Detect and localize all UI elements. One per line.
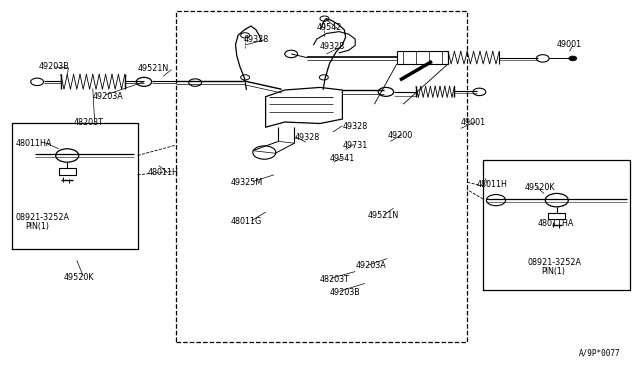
Text: 49203A: 49203A bbox=[93, 92, 124, 101]
Text: 49203A: 49203A bbox=[355, 262, 386, 270]
Text: 49200: 49200 bbox=[387, 131, 412, 140]
Text: 48011H: 48011H bbox=[147, 169, 178, 177]
Text: PIN(1): PIN(1) bbox=[541, 267, 564, 276]
Text: 48203T: 48203T bbox=[320, 275, 350, 283]
Text: 08921-3252A: 08921-3252A bbox=[16, 213, 70, 222]
Circle shape bbox=[189, 79, 202, 86]
Text: 49521N: 49521N bbox=[368, 211, 399, 220]
Text: 49328: 49328 bbox=[320, 42, 345, 51]
Text: 48011HA: 48011HA bbox=[538, 219, 574, 228]
Text: 49001: 49001 bbox=[557, 40, 582, 49]
Text: 49731: 49731 bbox=[342, 141, 367, 150]
Text: 49328: 49328 bbox=[294, 133, 319, 142]
Text: 49542: 49542 bbox=[317, 23, 342, 32]
Text: A/9P*0077: A/9P*0077 bbox=[579, 348, 621, 357]
Text: 49325M: 49325M bbox=[230, 178, 262, 187]
Text: 49203B: 49203B bbox=[38, 62, 69, 71]
Text: 48011G: 48011G bbox=[230, 217, 262, 226]
Text: 48011H: 48011H bbox=[477, 180, 508, 189]
Text: 49203B: 49203B bbox=[330, 288, 360, 296]
Text: 49328: 49328 bbox=[342, 122, 367, 131]
Text: 49521N: 49521N bbox=[138, 64, 169, 73]
Text: 49328: 49328 bbox=[243, 35, 268, 44]
Circle shape bbox=[569, 56, 577, 61]
Text: 49541: 49541 bbox=[330, 154, 355, 163]
Text: 49001: 49001 bbox=[461, 118, 486, 127]
Text: 48203T: 48203T bbox=[74, 118, 104, 127]
Text: 49520K: 49520K bbox=[64, 273, 95, 282]
Text: PIN(1): PIN(1) bbox=[26, 222, 50, 231]
Text: 49520K: 49520K bbox=[525, 183, 556, 192]
Text: 48011HA: 48011HA bbox=[16, 139, 52, 148]
Text: 08921-3252A: 08921-3252A bbox=[528, 258, 582, 267]
